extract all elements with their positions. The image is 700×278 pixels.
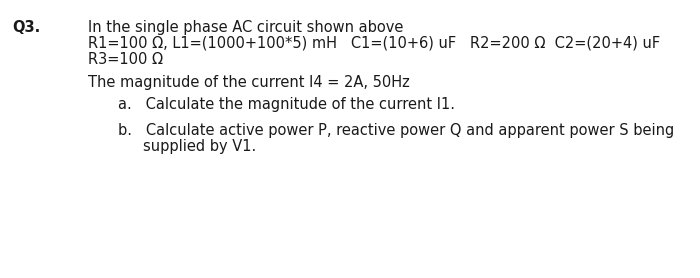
Text: Q3.: Q3. bbox=[12, 20, 41, 35]
Text: b.   Calculate active power P, reactive power Q and apparent power S being: b. Calculate active power P, reactive po… bbox=[118, 123, 674, 138]
Text: In the single phase AC circuit shown above: In the single phase AC circuit shown abo… bbox=[88, 20, 403, 35]
Text: supplied by V1.: supplied by V1. bbox=[143, 139, 256, 154]
Text: R3=100 Ω: R3=100 Ω bbox=[88, 52, 163, 67]
Text: The magnitude of the current I4 = 2A, 50Hz: The magnitude of the current I4 = 2A, 50… bbox=[88, 75, 409, 90]
Text: a.   Calculate the magnitude of the current I1.: a. Calculate the magnitude of the curren… bbox=[118, 97, 455, 112]
Text: R1=100 Ω, L1=(1000+100*5) mH   C1=(10+6) uF   R2=200 Ω  C2=(20+4) uF: R1=100 Ω, L1=(1000+100*5) mH C1=(10+6) u… bbox=[88, 36, 660, 51]
